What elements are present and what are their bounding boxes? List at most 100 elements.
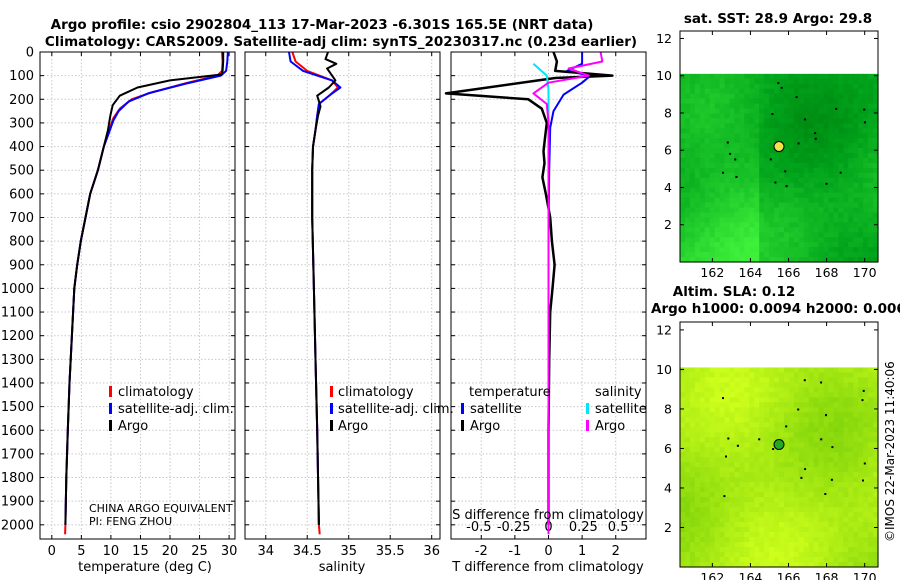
map-cell — [828, 472, 835, 478]
map-cell — [694, 118, 701, 124]
map-cell — [734, 522, 740, 528]
map-cell — [680, 452, 686, 458]
map-cell — [719, 138, 726, 144]
map-cell — [823, 212, 830, 219]
map-cell — [798, 482, 805, 488]
map-cell — [704, 407, 711, 413]
map-cell — [798, 143, 805, 149]
map-cell — [744, 427, 750, 433]
map-cell — [739, 227, 745, 233]
map-cell — [853, 392, 859, 398]
map-cell — [759, 472, 765, 478]
map-cell — [818, 192, 825, 199]
map-cell — [788, 88, 795, 95]
map-cell — [744, 237, 750, 243]
map-cell — [680, 202, 686, 209]
map-cell — [868, 162, 874, 169]
map-cell — [798, 427, 805, 433]
map-cell — [823, 133, 830, 139]
map-cell — [680, 78, 686, 85]
map-cell — [803, 372, 810, 379]
map-cell — [803, 387, 810, 393]
map-cell — [863, 113, 869, 120]
map-cell — [680, 397, 686, 403]
map-cell — [680, 512, 686, 518]
map-cell — [838, 447, 844, 453]
map-cell — [714, 187, 721, 194]
map-cell — [808, 133, 815, 139]
x-tick-label: 0 — [48, 544, 56, 559]
map-cell — [680, 547, 686, 553]
map-cell — [774, 542, 780, 548]
map-cell — [739, 73, 745, 80]
map-cell — [833, 412, 839, 418]
map-cell — [838, 217, 844, 223]
map-cell — [689, 202, 696, 209]
map-cell — [828, 507, 835, 513]
map-cell — [808, 492, 815, 498]
map-cell — [793, 242, 800, 248]
map-cell — [813, 452, 820, 458]
map-cell — [813, 542, 820, 548]
map-cell — [853, 422, 859, 428]
map-cell — [818, 427, 825, 433]
map-cell — [793, 467, 800, 473]
map-cell — [783, 212, 790, 219]
map-cell — [779, 202, 785, 209]
map-cell — [749, 412, 755, 418]
map-cell — [818, 143, 825, 149]
map-cell — [868, 492, 874, 498]
map-cell — [838, 467, 844, 473]
map-cell — [734, 222, 740, 228]
map-cell — [828, 148, 835, 154]
map-cell — [719, 242, 726, 248]
map-cell — [769, 512, 775, 518]
map-cell — [694, 542, 701, 548]
map-cell — [803, 153, 810, 159]
map-cell — [779, 422, 785, 428]
map-cell — [808, 532, 815, 538]
map-cell — [714, 123, 721, 129]
map-cell — [704, 492, 711, 498]
map-cell — [838, 197, 844, 204]
map-cell — [868, 128, 874, 134]
map-cell — [704, 437, 711, 443]
map-cell — [689, 422, 696, 428]
map-cell — [729, 217, 736, 223]
map-cell — [843, 387, 849, 393]
map-cell — [783, 113, 790, 120]
map-cell — [714, 172, 721, 179]
map-cell — [828, 167, 835, 174]
map-cell — [803, 492, 810, 498]
map-cell — [868, 252, 874, 258]
map-cell — [838, 432, 844, 438]
map-cell — [788, 103, 795, 110]
map-cell — [828, 432, 835, 438]
map-cell — [783, 462, 790, 468]
map-cell — [803, 467, 810, 473]
map-cell — [699, 222, 706, 228]
map-cell — [734, 98, 740, 105]
map-cell — [699, 377, 706, 384]
map-cell — [734, 427, 740, 433]
map-cell — [754, 547, 760, 553]
map-cell — [754, 427, 760, 433]
map-cell — [853, 547, 859, 553]
map-cell — [853, 487, 859, 493]
map-cell — [783, 133, 790, 139]
map-cell — [694, 437, 701, 443]
map-cell — [813, 522, 820, 528]
map-cell — [779, 542, 785, 548]
map-cell — [729, 487, 736, 493]
map-cell — [818, 138, 825, 144]
map-cell — [754, 123, 760, 129]
map-cell — [734, 422, 740, 428]
map-cell — [729, 103, 736, 110]
map-cell — [774, 412, 780, 418]
map-cell — [769, 93, 775, 100]
map-cell — [759, 93, 765, 100]
salinity-panel: 34 34.5 35 35.5 36 — [244, 51, 441, 559]
map-cell — [813, 537, 820, 543]
map-cell — [684, 182, 691, 189]
map-cell — [749, 422, 755, 428]
